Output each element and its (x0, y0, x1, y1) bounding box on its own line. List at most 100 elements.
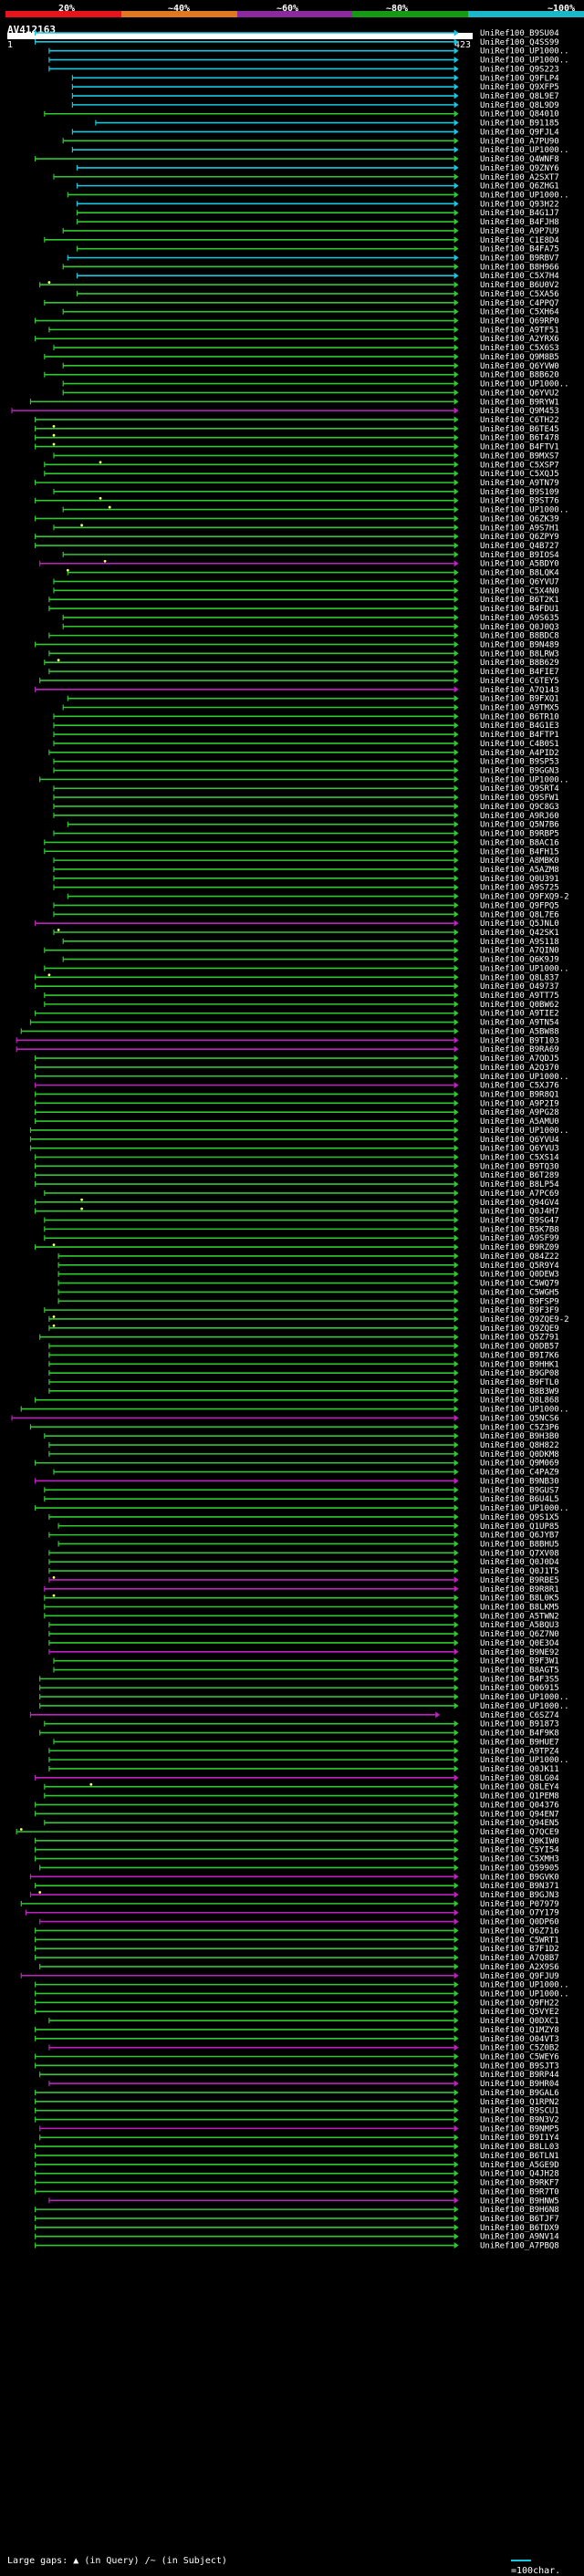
hit-label[interactable]: UniRef100_Q9FXQ9-2 (480, 893, 569, 902)
hit-label[interactable]: UniRef100_A5AZM8 (480, 866, 559, 875)
hit-label[interactable]: UniRef100_Q6ZHG1 (480, 182, 559, 192)
hit-label[interactable]: UniRef100_B4FH15 (480, 847, 559, 857)
hit-label[interactable]: UniRef100_Q6K9J9 (480, 956, 559, 965)
hit-row[interactable]: UniRef100_Q6YVU3 (29, 1145, 559, 1154)
hit-label[interactable]: UniRef100_Q8L9E7 (480, 92, 559, 101)
hit-label[interactable]: UniRef100_Q0J0D4 (480, 1558, 559, 1567)
hit-row[interactable]: UniRef100_B8BHU5 (57, 1540, 559, 1549)
hit-label[interactable]: UniRef100_C5XA56 (480, 290, 559, 299)
hit-row[interactable]: UniRef100_Q9SFW1 (53, 794, 559, 803)
hit-row[interactable]: UniRef100_B9H6N8 (34, 2206, 559, 2215)
hit-label[interactable]: UniRef100_Q6ZPY9 (480, 533, 559, 542)
hit-row[interactable]: UniRef100_B8LP54 (34, 1180, 559, 1189)
hit-label[interactable]: UniRef100_B8LRW3 (480, 649, 559, 659)
hit-label[interactable]: UniRef100_A7QIN0 (480, 947, 559, 956)
hit-row[interactable]: UniRef100_B8L0K5 (44, 1594, 559, 1604)
hit-row[interactable]: UniRef100_A9TN54 (29, 1019, 559, 1028)
hit-row[interactable]: UniRef100_B9SCU1 (34, 2107, 559, 2116)
hit-label[interactable]: UniRef100_Q6Z716 (480, 1927, 559, 1936)
hit-label[interactable]: UniRef100_C6TEY5 (480, 677, 559, 686)
hit-label[interactable]: UniRef100_B8LKM5 (480, 1604, 559, 1613)
hit-row[interactable]: UniRef100_Q94EN5 (44, 1819, 559, 1828)
hit-row[interactable]: UniRef100_Q1PEM8 (44, 1792, 559, 1802)
hit-row[interactable]: UniRef100_A9TT75 (44, 992, 559, 1001)
hit-row[interactable]: UniRef100_B6TE45 (34, 425, 559, 434)
hit-row[interactable]: UniRef100_B8AC16 (44, 838, 559, 847)
hit-row[interactable]: UniRef100_A7QDJ5 (34, 1054, 559, 1064)
hit-label[interactable]: UniRef100_B9FSP9 (480, 1297, 559, 1306)
hit-row[interactable]: UniRef100_B9IOS4 (62, 551, 559, 560)
hit-label[interactable]: UniRef100_A5GE9D (480, 2161, 559, 2170)
hit-label[interactable]: UniRef100_C5X6S3 (480, 344, 559, 353)
hit-row[interactable]: UniRef100_B4FTP1 (53, 731, 559, 740)
hit-row[interactable]: UniRef100_Q0DB57 (48, 1343, 559, 1352)
hit-label[interactable]: UniRef100_O7Y179 (480, 1909, 559, 1918)
hit-label[interactable]: UniRef100_C5X7H4 (480, 272, 559, 281)
hit-row[interactable]: UniRef100_B4G1J7 (76, 209, 559, 218)
hit-row[interactable]: UniRef100_Q8L9E7 (71, 92, 559, 101)
hit-row[interactable]: UniRef100_Q5VYE2 (34, 2008, 559, 2017)
hit-row[interactable]: UniRef100_Q5NCS6 (11, 1414, 559, 1423)
hit-row[interactable]: UniRef100_B9RBE5 (48, 1576, 559, 1585)
hit-label[interactable]: UniRef100_A2Q370 (480, 1064, 559, 1073)
hit-row[interactable]: UniRef100_Q9FJU9 (20, 1972, 559, 1981)
hit-label[interactable]: UniRef100_Q8L7E6 (480, 910, 559, 919)
hit-label[interactable]: UniRef100_Q1MZY8 (480, 2026, 559, 2035)
hit-row[interactable]: UniRef100_C5XSP7 (44, 461, 559, 470)
hit-label[interactable]: UniRef100_Q94EN7 (480, 1810, 559, 1819)
hit-label[interactable]: UniRef100_B9FXQ1 (480, 695, 559, 704)
hit-row[interactable]: UniRef100_Q84010 (44, 110, 559, 119)
hit-row[interactable]: UniRef100_Q0DKM8 (48, 1450, 559, 1459)
hit-label[interactable]: UniRef100_A5BQU3 (480, 1621, 559, 1630)
hit-label[interactable]: UniRef100_B9H6N8 (480, 2206, 559, 2215)
hit-label[interactable]: UniRef100_B6U0V2 (480, 281, 559, 290)
hit-row[interactable]: UniRef100_B6T289 (34, 1171, 559, 1180)
hit-row[interactable]: UniRef100_B9R8R1 (44, 1585, 559, 1594)
hit-label[interactable]: UniRef100_B6TE45 (480, 425, 559, 434)
hit-label[interactable]: UniRef100_B9NB30 (480, 1477, 559, 1486)
hit-row[interactable]: UniRef100_C5WEY6 (34, 2053, 559, 2062)
hit-row[interactable]: UniRef100_UP1000.. (48, 57, 569, 66)
hit-row[interactable]: UniRef100_O04VT3 (34, 2035, 559, 2044)
hit-row[interactable]: UniRef100_B9NE92 (48, 1648, 559, 1657)
hit-row[interactable]: UniRef100_B8BDC8 (48, 632, 559, 641)
hit-row[interactable]: UniRef100_B6T2K1 (48, 596, 559, 605)
hit-row[interactable]: UniRef100_Q9M453 (11, 407, 559, 416)
hit-label[interactable]: UniRef100_Q9ZQE9-2 (480, 1315, 569, 1324)
hit-label[interactable]: UniRef100_C5WGH5 (480, 1288, 559, 1297)
hit-label[interactable]: UniRef100_A8MBK0 (480, 857, 559, 866)
hit-row[interactable]: UniRef100_B9T103 (16, 1036, 559, 1045)
hit-row[interactable]: UniRef100_C5X4N0 (53, 587, 559, 596)
hit-row[interactable]: UniRef100_Q9FXQ9-2 (67, 893, 569, 902)
hit-row[interactable]: UniRef100_B9F3F9 (44, 1306, 559, 1315)
hit-label[interactable]: UniRef100_Q0JK11 (480, 1765, 559, 1774)
hit-label[interactable]: UniRef100_B9GGN3 (480, 767, 559, 776)
hit-row[interactable]: UniRef100_A9P2I9 (34, 1099, 559, 1108)
hit-label[interactable]: UniRef100_B9HR04 (480, 2080, 559, 2089)
hit-label[interactable]: UniRef100_A7Q143 (480, 686, 559, 695)
hit-row[interactable]: UniRef100_Q0E3O4 (48, 1639, 559, 1648)
hit-row[interactable]: UniRef100_B9RYW1 (29, 398, 559, 407)
hit-row[interactable]: UniRef100_A9S635 (62, 614, 559, 623)
hit-label[interactable]: UniRef100_B9NE92 (480, 1648, 559, 1657)
hit-label[interactable]: UniRef100_C5XSP7 (480, 461, 559, 470)
hit-row[interactable]: UniRef100_Q94GV4 (34, 1199, 559, 1208)
hit-row[interactable]: UniRef100_Q8L837 (34, 973, 559, 982)
hit-label[interactable]: UniRef100_A2YRX6 (480, 335, 559, 344)
hit-label[interactable]: UniRef100_Q8L9D9 (480, 101, 559, 110)
hit-row[interactable]: UniRef100_A5BW88 (20, 1027, 559, 1036)
hit-label[interactable]: UniRef100_Q1UP85 (480, 1522, 559, 1532)
hit-label[interactable]: UniRef100_B8B620 (480, 371, 559, 380)
hit-row[interactable]: UniRef100_B9TQ30 (34, 1162, 559, 1171)
hit-label[interactable]: UniRef100_Q6YVU7 (480, 577, 559, 587)
hit-label[interactable]: UniRef100_A5AMU0 (480, 1117, 559, 1127)
hit-row[interactable]: UniRef100_UP1000.. (48, 1756, 569, 1765)
hit-label[interactable]: UniRef100_A9NV14 (480, 2233, 559, 2242)
hit-label[interactable]: UniRef100_Q0DEW3 (480, 1271, 559, 1280)
hit-row[interactable]: UniRef100_Q0KIW0 (34, 1837, 559, 1846)
hit-row[interactable]: UniRef100_B91185 (95, 119, 559, 129)
hit-row[interactable]: UniRef100_A9RJ60 (53, 812, 559, 821)
hit-row[interactable]: UniRef100_B7F1D2 (34, 1945, 559, 1954)
hit-row[interactable]: UniRef100_B8LL03 (34, 2143, 559, 2152)
hit-row[interactable]: UniRef100_A7PC69 (44, 1189, 559, 1199)
